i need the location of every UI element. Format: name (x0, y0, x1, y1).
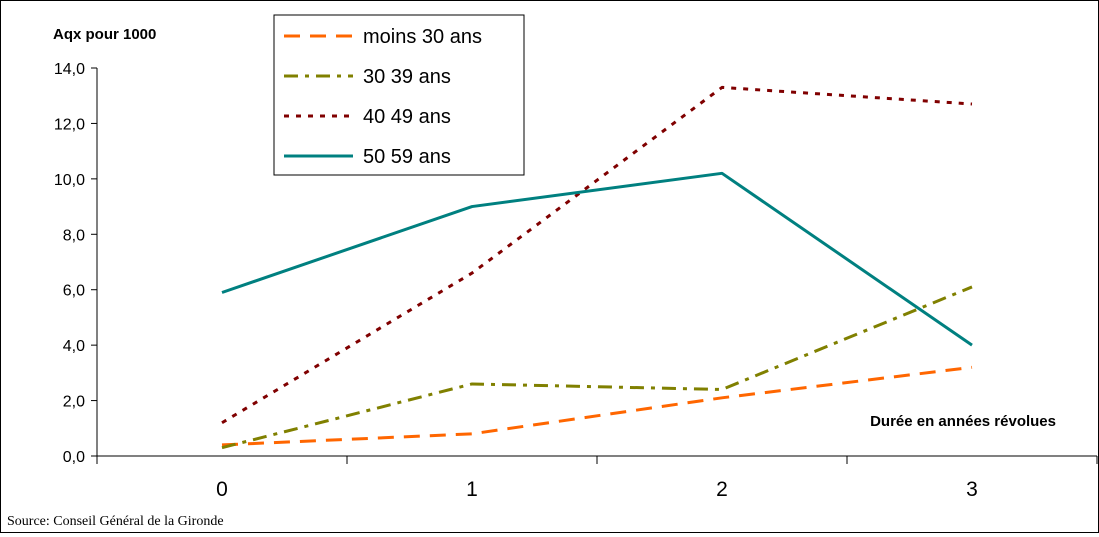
series-line-40-49-ans (221, 85, 973, 425)
y-tick-label: 10,0 (54, 172, 85, 189)
y-tick-label: 2,0 (63, 394, 85, 411)
y-tick-label: 4,0 (63, 338, 85, 355)
y-tick-label: 6,0 (63, 283, 85, 300)
y-tick-label: 12,0 (54, 116, 85, 133)
series-lines (221, 85, 973, 450)
series-line-moins-30-ans (221, 365, 973, 447)
x-axis-label: Durée en années révolues (870, 413, 1056, 430)
legend: moins 30 ans 30 39 ans 40 49 ans 50 59 ans (273, 14, 525, 176)
y-tick-label: 0,0 (63, 449, 85, 466)
legend-label: 40 49 ans (363, 106, 451, 128)
y-tick-label: 8,0 (63, 227, 85, 244)
y-tick-label: 14,0 (54, 61, 85, 78)
axes (91, 67, 1098, 464)
y-axis-label: Aqx pour 1000 (53, 26, 156, 43)
source-note: Source: Conseil Général de la Gironde (7, 514, 224, 529)
legend-label: 30 39 ans (363, 66, 451, 88)
series-line-30-39-ans (221, 285, 973, 450)
y-tick-labels: 0,0 2,0 4,0 6,0 8,0 10,0 12,0 14,0 (54, 61, 85, 466)
legend-box (273, 14, 525, 176)
series-line-50-59-ans (221, 171, 973, 347)
legend-label: moins 30 ans (363, 26, 482, 48)
x-tick-labels: 0 1 2 3 (216, 478, 978, 501)
x-tick-label: 2 (716, 478, 728, 501)
legend-label: 50 59 ans (363, 146, 451, 168)
x-tick-label: 0 (216, 478, 228, 501)
x-tick-label: 1 (466, 478, 478, 501)
x-tick-label: 3 (966, 478, 978, 501)
